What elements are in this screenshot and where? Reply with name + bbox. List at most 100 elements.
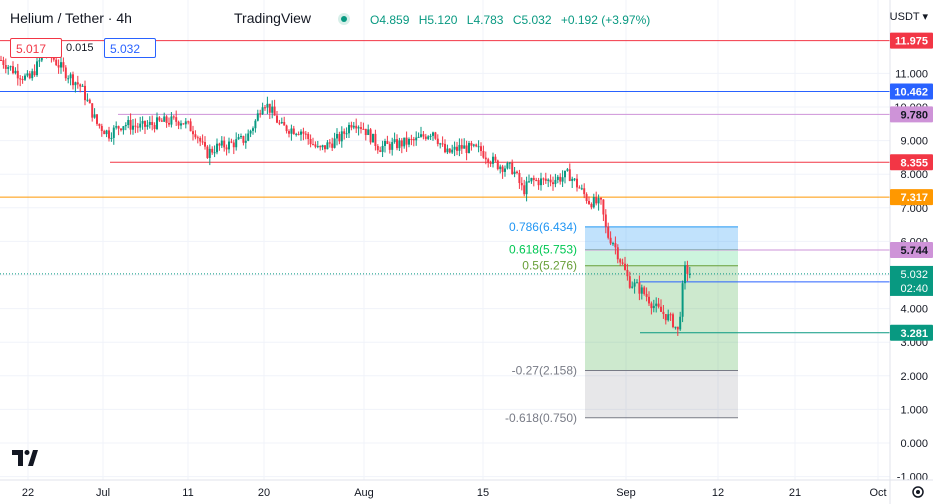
candle xyxy=(338,131,341,145)
price-level-label: 9.780 xyxy=(900,109,928,121)
candle xyxy=(508,162,511,170)
status-dot-icon xyxy=(338,13,350,25)
current-price-badge xyxy=(890,265,933,296)
open-value: O4.859 xyxy=(370,13,410,27)
y-tick-label: -1.000 xyxy=(897,472,928,484)
candle xyxy=(624,256,626,271)
candle xyxy=(362,122,365,130)
high-value: H5.120 xyxy=(418,13,458,27)
fib-zone-0786-0618 xyxy=(585,226,738,250)
candle xyxy=(688,266,691,279)
candle xyxy=(619,258,622,267)
candle xyxy=(482,145,485,159)
candle xyxy=(333,132,336,149)
candle xyxy=(304,131,307,140)
y-tick-label: 0.000 xyxy=(900,438,928,450)
candle xyxy=(616,244,619,264)
ohlc-legend: O4.859 H5.120 L4.783 C5.032 +0.192 (+3.9… xyxy=(370,13,656,27)
candle xyxy=(612,241,614,246)
candle xyxy=(674,326,677,330)
candle xyxy=(100,123,103,137)
candle xyxy=(494,154,497,163)
candle xyxy=(168,117,170,127)
candle xyxy=(240,133,242,139)
candle xyxy=(268,103,271,119)
candle xyxy=(588,196,590,205)
candle xyxy=(376,144,379,154)
candle xyxy=(681,280,684,323)
candle xyxy=(237,133,240,140)
price-level-badge xyxy=(890,324,933,341)
candle xyxy=(417,132,420,138)
fib-level-label: -0.618(0.750) xyxy=(505,411,577,425)
candle xyxy=(556,174,559,184)
candle xyxy=(477,140,480,153)
candle xyxy=(331,137,334,152)
candle xyxy=(326,140,329,150)
candle xyxy=(511,159,514,175)
candle xyxy=(9,65,12,71)
candle xyxy=(36,57,38,77)
candle xyxy=(192,125,194,141)
candle xyxy=(223,136,226,152)
candle xyxy=(583,183,586,199)
candle xyxy=(189,118,192,132)
candle xyxy=(684,261,686,290)
candle xyxy=(266,96,269,115)
candle xyxy=(79,83,82,93)
sell-button[interactable]: 5.017 xyxy=(10,38,62,58)
fib-zones xyxy=(585,226,738,419)
candle xyxy=(400,138,403,154)
candle xyxy=(453,141,456,157)
buy-button[interactable]: 5.032 xyxy=(104,38,156,58)
candle xyxy=(62,57,65,72)
candle xyxy=(626,263,629,281)
candle xyxy=(273,99,276,116)
candle xyxy=(206,145,209,159)
candle xyxy=(228,137,230,154)
fib-labels: 0.786(6.434) 0.618(5.753) 0.5(5.276) -0.27(… xyxy=(505,220,577,425)
symbol-title[interactable]: Helium / Tether · 4h xyxy=(10,10,132,26)
candle xyxy=(302,127,305,141)
candle xyxy=(432,131,434,141)
candle xyxy=(249,129,252,138)
candle xyxy=(660,299,662,312)
candle xyxy=(468,141,470,154)
candle xyxy=(386,135,389,145)
candle xyxy=(2,56,5,69)
candle xyxy=(669,312,672,321)
change-value: +0.192 (+3.97%) xyxy=(560,13,651,27)
candle xyxy=(175,110,178,127)
candle xyxy=(160,118,163,122)
candle xyxy=(292,125,295,135)
candle xyxy=(120,128,122,132)
price-level-label: 3.281 xyxy=(900,328,928,340)
candle xyxy=(211,146,214,155)
candle xyxy=(544,172,547,184)
candle xyxy=(300,129,302,141)
candle xyxy=(549,174,552,187)
candle xyxy=(163,112,166,122)
candle xyxy=(4,58,7,74)
candle xyxy=(340,126,343,148)
candle xyxy=(232,139,235,155)
candle xyxy=(506,161,509,170)
candle xyxy=(74,81,77,93)
price-level-label: 7.317 xyxy=(900,192,928,204)
candle xyxy=(657,297,660,309)
candle xyxy=(403,137,406,149)
candle xyxy=(405,131,408,152)
candle xyxy=(360,121,362,134)
candle xyxy=(297,131,300,136)
candle xyxy=(528,174,530,183)
candle xyxy=(357,125,360,136)
price-level-label: 11.975 xyxy=(895,36,928,48)
candle xyxy=(602,199,605,222)
x-tick-label: 21 xyxy=(789,487,801,499)
candle xyxy=(429,133,432,141)
countdown-label: 02:40 xyxy=(900,283,928,295)
candle xyxy=(458,138,461,157)
candle xyxy=(76,75,79,89)
